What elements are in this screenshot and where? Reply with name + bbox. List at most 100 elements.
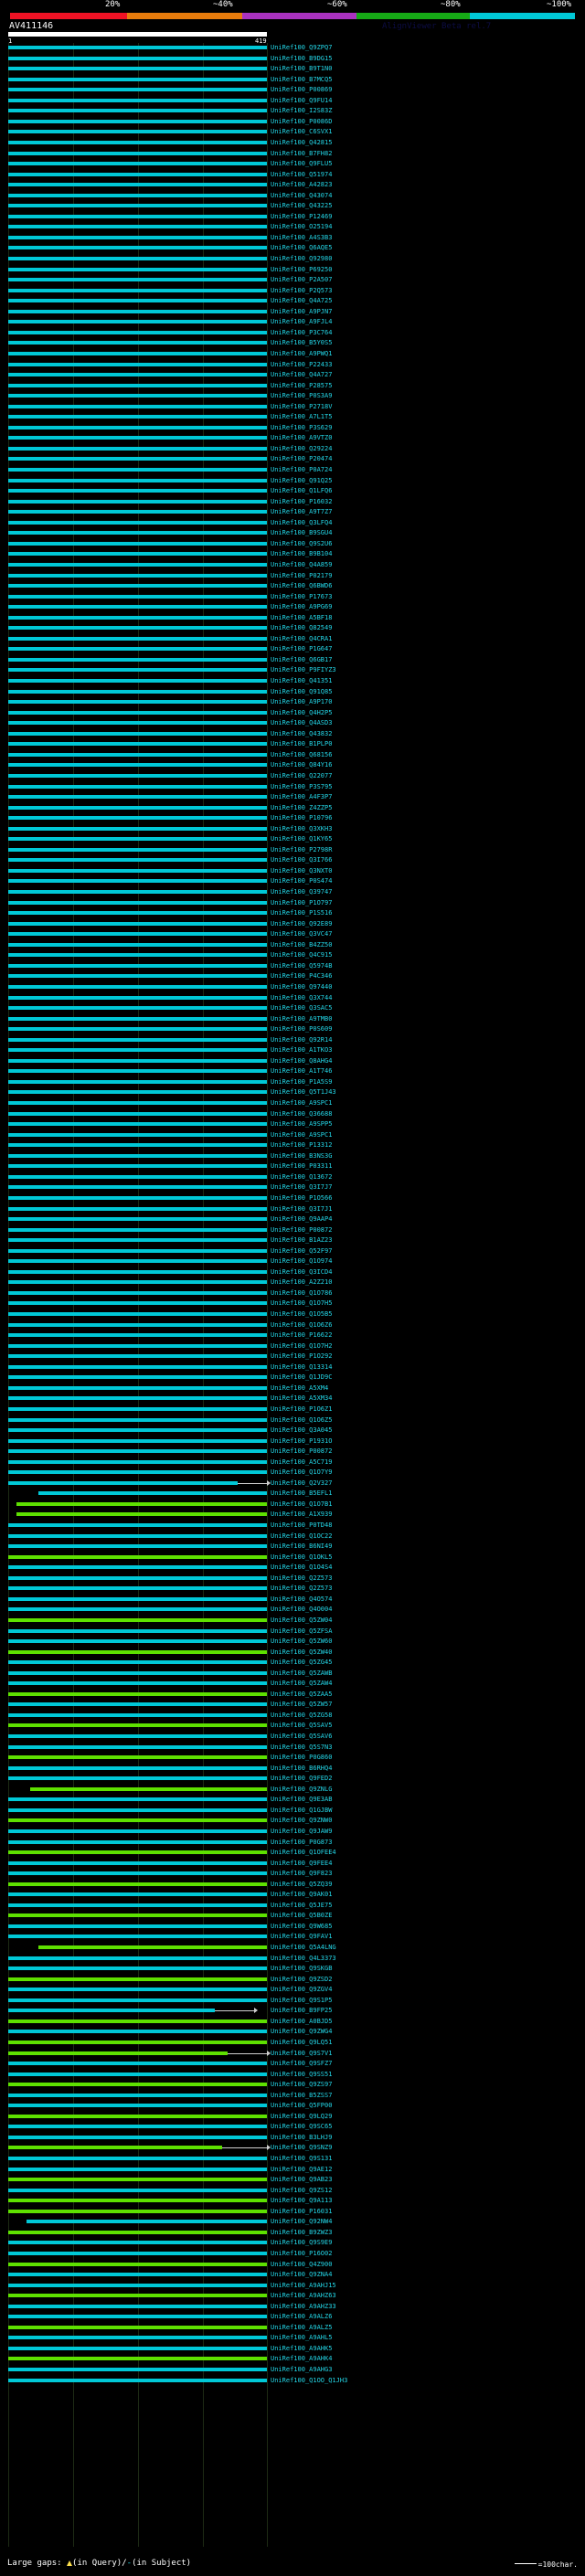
hsp-bar[interactable]: [8, 267, 267, 271]
alignment-row[interactable]: UniRef100_Q3ICD4: [0, 1267, 585, 1277]
hit-id-label[interactable]: UniRef100_A1T746: [271, 1067, 333, 1076]
hsp-bar[interactable]: [8, 752, 267, 757]
hit-id-label[interactable]: UniRef100_Q9FLU5: [271, 160, 333, 168]
hit-id-label[interactable]: UniRef100_Q9JAW9: [271, 1827, 333, 1835]
alignment-row[interactable]: UniRef100_A9AHZ33: [0, 2302, 585, 2312]
hit-id-label[interactable]: UniRef100_Q5ZAWB: [271, 1669, 333, 1677]
hsp-bar[interactable]: [8, 394, 267, 398]
alignment-row[interactable]: UniRef100_Q9F823: [0, 1869, 585, 1879]
alignment-row[interactable]: UniRef100_Q1OKL5: [0, 1553, 585, 1563]
hsp-bar[interactable]: [8, 763, 267, 768]
hsp-bar[interactable]: [8, 605, 267, 610]
alignment-row[interactable]: UniRef100_Q9S9E9: [0, 2238, 585, 2248]
hit-id-label[interactable]: UniRef100_B9B104: [271, 550, 333, 558]
alignment-row[interactable]: UniRef100_Q5974B: [0, 961, 585, 971]
alignment-row[interactable]: UniRef100_Q9LQ51: [0, 2038, 585, 2048]
alignment-row[interactable]: UniRef100_B1AZ23: [0, 1235, 585, 1246]
hsp-bar[interactable]: [8, 2304, 267, 2308]
alignment-row[interactable]: UniRef100_Q1O5B5: [0, 1309, 585, 1320]
alignment-row[interactable]: UniRef100_O25194: [0, 222, 585, 232]
hit-id-label[interactable]: UniRef100_B5ZSS7: [271, 2091, 333, 2099]
hit-id-label[interactable]: UniRef100_Q1O5B5: [271, 1310, 333, 1318]
hit-id-label[interactable]: UniRef100_B3NS3G: [271, 1151, 333, 1160]
hit-id-label[interactable]: UniRef100_P2A507: [271, 276, 333, 284]
alignment-row[interactable]: UniRef100_A9PG69: [0, 602, 585, 612]
alignment-row[interactable]: UniRef100_A9AHK4: [0, 2354, 585, 2364]
alignment-row[interactable]: UniRef100_P00869: [0, 85, 585, 95]
hit-id-label[interactable]: UniRef100_Q9S2U6: [271, 539, 333, 547]
alignment-row[interactable]: UniRef100_Q3I7J7: [0, 1182, 585, 1193]
hit-id-label[interactable]: UniRef100_P22433: [271, 360, 333, 368]
alignment-row[interactable]: UniRef100_Q91Q85: [0, 687, 585, 697]
alignment-row[interactable]: UniRef100_Q97440: [0, 982, 585, 992]
hit-id-label[interactable]: UniRef100_Q41351: [271, 677, 333, 684]
hit-id-label[interactable]: UniRef100_Q9FED2: [271, 1775, 333, 1783]
hsp-bar[interactable]: [30, 1786, 267, 1791]
alignment-row[interactable]: UniRef100_P2718V: [0, 402, 585, 412]
hit-id-label[interactable]: UniRef100_P1O566: [271, 1193, 333, 1202]
hit-id-label[interactable]: UniRef100_Q9ZSD2: [271, 1975, 333, 1983]
hit-id-label[interactable]: UniRef100_Q1O974: [271, 1257, 333, 1266]
alignment-row[interactable]: UniRef100_Q92NW4: [0, 2217, 585, 2227]
hsp-bar[interactable]: [8, 1818, 267, 1823]
hit-id-label[interactable]: UniRef100_Q9E3AB: [271, 1796, 333, 1804]
alignment-row[interactable]: UniRef100_Q5ZW40: [0, 1648, 585, 1658]
alignment-row[interactable]: UniRef100_Q1O6Z6: [0, 1320, 585, 1330]
hsp-bar[interactable]: [8, 700, 267, 705]
alignment-row[interactable]: UniRef100_I2S83Z: [0, 106, 585, 116]
hsp-bar[interactable]: [8, 1322, 267, 1327]
hsp-bar[interactable]: [8, 932, 267, 937]
hsp-bar[interactable]: [8, 415, 267, 419]
alignment-row[interactable]: UniRef100_P16622: [0, 1330, 585, 1341]
hit-id-label[interactable]: UniRef100_Q3A045: [271, 1426, 333, 1435]
hsp-bar[interactable]: [8, 1016, 267, 1021]
hit-id-label[interactable]: UniRef100_Q1O7H5: [271, 1299, 333, 1308]
alignment-row[interactable]: UniRef100_Q3I766: [0, 855, 585, 865]
hit-id-label[interactable]: UniRef100_Q3I7J1: [271, 1204, 333, 1213]
hit-id-label[interactable]: UniRef100_Q3ICD4: [271, 1267, 333, 1276]
hit-id-label[interactable]: UniRef100_P28575: [271, 381, 333, 389]
hit-id-label[interactable]: UniRef100_Q91Q85: [271, 687, 333, 695]
alignment-row[interactable]: UniRef100_Q9FED2: [0, 1774, 585, 1784]
alignment-row[interactable]: UniRef100_Q1OFEE4: [0, 1848, 585, 1858]
hit-id-label[interactable]: UniRef100_P1S516: [271, 909, 333, 917]
alignment-row[interactable]: UniRef100_Q1OC22: [0, 1532, 585, 1542]
hit-id-label[interactable]: UniRef100_Q9FU14: [271, 96, 333, 104]
hit-id-label[interactable]: UniRef100_Q3VC47: [271, 930, 333, 938]
hit-id-label[interactable]: UniRef100_Q9S9E9: [271, 2239, 333, 2247]
hit-id-label[interactable]: UniRef100_Q5ZFSA: [271, 1627, 333, 1635]
hit-id-label[interactable]: UniRef100_A9TMB0: [271, 1014, 333, 1023]
hit-id-label[interactable]: UniRef100_A4F3P7: [271, 793, 333, 801]
hsp-bar[interactable]: [8, 1935, 267, 1939]
hsp-bar[interactable]: [8, 816, 267, 821]
alignment-row[interactable]: UniRef100_B9B104: [0, 549, 585, 559]
hit-id-label[interactable]: UniRef100_A42823: [271, 181, 333, 189]
hsp-bar[interactable]: [8, 56, 267, 60]
alignment-row[interactable]: UniRef100_B7FH82: [0, 149, 585, 159]
hit-id-label[interactable]: UniRef100_Q4ASD3: [271, 719, 333, 727]
hit-id-label[interactable]: UniRef100_B9ZWZ3: [271, 2228, 333, 2236]
hit-id-label[interactable]: UniRef100_A7L1T5: [271, 413, 333, 421]
hsp-bar[interactable]: [8, 1174, 267, 1179]
hit-id-label[interactable]: UniRef100_Q1O7Y9: [271, 1468, 333, 1477]
hsp-bar[interactable]: [8, 2135, 267, 2139]
hsp-bar[interactable]: [8, 1438, 267, 1443]
hsp-bar[interactable]: [8, 1006, 267, 1011]
hit-id-label[interactable]: UniRef100_Q1OO_Q1JH3: [271, 2376, 348, 2384]
hit-id-label[interactable]: UniRef100_Q39747: [271, 888, 333, 896]
alignment-row[interactable]: UniRef100_Q4A859: [0, 560, 585, 570]
alignment-row[interactable]: UniRef100_Q9S2U6: [0, 539, 585, 549]
alignment-row[interactable]: UniRef100_Q1GJBW: [0, 1806, 585, 1816]
hit-id-label[interactable]: UniRef100_P16031: [271, 2207, 333, 2215]
hsp-bar[interactable]: [8, 1617, 267, 1622]
hit-id-label[interactable]: UniRef100_P2798R: [271, 845, 333, 853]
hit-id-label[interactable]: UniRef100_Q5JE75: [271, 1901, 333, 1909]
alignment-row[interactable]: UniRef100_P0S609: [0, 1024, 585, 1034]
hsp-bar[interactable]: [8, 1354, 267, 1359]
hsp-bar[interactable]: [8, 77, 267, 81]
hit-id-label[interactable]: UniRef100_B7FH82: [271, 149, 333, 157]
hit-id-label[interactable]: UniRef100_A9PWQ1: [271, 349, 333, 357]
hit-id-label[interactable]: UniRef100_B6RHQ4: [271, 1764, 333, 1772]
hsp-bar[interactable]: [8, 963, 267, 968]
alignment-row[interactable]: UniRef100_P0S3A9: [0, 391, 585, 401]
